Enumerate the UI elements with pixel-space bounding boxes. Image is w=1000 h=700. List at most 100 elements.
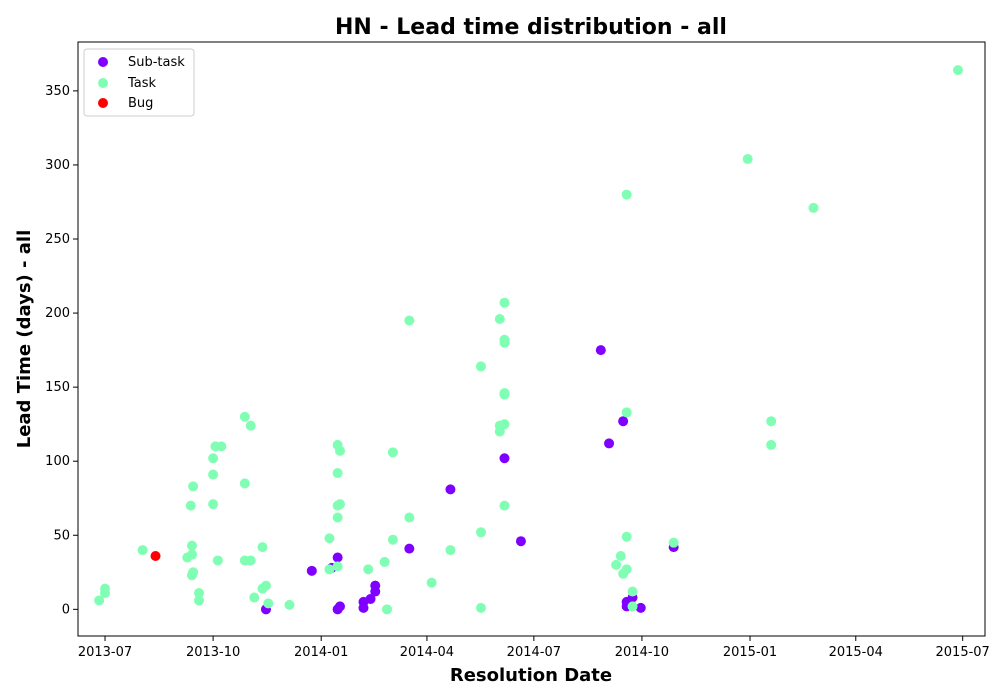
point-task (475, 527, 486, 538)
legend: Sub-task Task Bug (83, 48, 195, 117)
x-tick-label: 2013-07 (78, 645, 132, 660)
x-axis: 2013-07 2013-10 2014-01 2014-04 2014-07 2014-… (78, 636, 990, 660)
series-sub-task (260, 345, 679, 615)
point-task (94, 595, 105, 606)
point-task (245, 555, 256, 566)
y-tick-label: 150 (45, 380, 70, 395)
x-axis-label: Resolution Date (450, 665, 612, 686)
point-task (475, 361, 486, 372)
y-axis: 0 50 100 150 200 250 300 350 (45, 84, 78, 617)
y-tick-label: 300 (45, 158, 70, 173)
point-task (363, 564, 374, 575)
point-task (494, 426, 505, 437)
point-task (208, 499, 219, 510)
point-task (239, 411, 250, 422)
x-tick-label: 2013-10 (186, 645, 240, 660)
point-task (475, 602, 486, 613)
point-task (186, 549, 197, 560)
point-bug (150, 551, 161, 562)
point-task (387, 447, 398, 458)
legend-box (83, 48, 195, 117)
point-task (379, 556, 390, 567)
point-task (249, 592, 260, 603)
point-task (194, 588, 205, 599)
point-sub-task (370, 580, 381, 591)
point-task (137, 545, 148, 556)
legend-label-bug: Bug (128, 96, 153, 111)
point-sub-task (604, 438, 615, 449)
x-tick-label: 2014-10 (615, 645, 669, 660)
point-task (808, 202, 819, 213)
point-sub-task (332, 552, 343, 563)
point-task (208, 453, 219, 464)
series-task (94, 65, 963, 615)
point-task (188, 481, 199, 492)
point-task (332, 468, 343, 479)
y-tick-label: 0 (62, 602, 70, 617)
y-tick-label: 200 (45, 306, 70, 321)
point-sub-task (499, 453, 510, 464)
point-task (621, 531, 632, 542)
point-task (494, 314, 505, 325)
point-task (668, 537, 679, 548)
series-bug (150, 551, 161, 562)
point-task (334, 499, 345, 510)
point-task (245, 420, 256, 431)
point-sub-task (306, 565, 317, 576)
plot-area-frame (77, 41, 986, 637)
point-sub-task (445, 484, 456, 495)
legend-marker-bug (98, 98, 108, 108)
point-task (404, 512, 415, 523)
point-task (324, 533, 335, 544)
point-task (263, 598, 274, 609)
point-task (185, 500, 196, 511)
x-tick-label: 2015-01 (723, 645, 777, 660)
point-sub-task (595, 345, 606, 356)
point-task (334, 445, 345, 456)
legend-label-sub-task: Sub-task (128, 55, 185, 70)
point-sub-task (635, 602, 646, 613)
point-task (332, 512, 343, 523)
point-task (194, 595, 205, 606)
point-task (239, 478, 250, 489)
point-task (426, 577, 437, 588)
point-task (324, 564, 335, 575)
data-points (94, 65, 963, 615)
point-task (952, 65, 963, 76)
point-task (387, 534, 398, 545)
legend-marker-task (98, 78, 108, 88)
point-task (615, 551, 626, 562)
y-axis-label: Lead Time (days) - all (14, 230, 35, 449)
y-tick-label: 50 (53, 528, 70, 543)
point-task (621, 564, 632, 575)
point-task (284, 599, 295, 610)
point-task (381, 604, 392, 615)
point-task (499, 389, 510, 400)
point-task (257, 542, 268, 553)
point-task (621, 189, 632, 200)
point-task (499, 500, 510, 511)
point-task (260, 580, 271, 591)
point-task (499, 419, 510, 430)
point-sub-task (334, 601, 345, 612)
point-task (766, 416, 777, 427)
x-tick-label: 2014-07 (507, 645, 561, 660)
x-tick-label: 2014-04 (400, 645, 454, 660)
point-task (212, 555, 223, 566)
point-sub-task (365, 593, 376, 604)
point-task (499, 297, 510, 308)
point-task (742, 154, 753, 165)
point-task (499, 337, 510, 348)
point-task (208, 469, 219, 480)
y-tick-label: 250 (45, 232, 70, 247)
point-task (186, 540, 197, 551)
x-tick-label: 2014-01 (294, 645, 348, 660)
point-task (404, 315, 415, 326)
point-task (611, 559, 622, 570)
chart-title: HN - Lead time distribution - all (335, 15, 727, 40)
point-task (332, 561, 343, 572)
y-tick-label: 350 (45, 84, 70, 99)
y-tick-label: 100 (45, 454, 70, 469)
point-task (627, 601, 638, 612)
